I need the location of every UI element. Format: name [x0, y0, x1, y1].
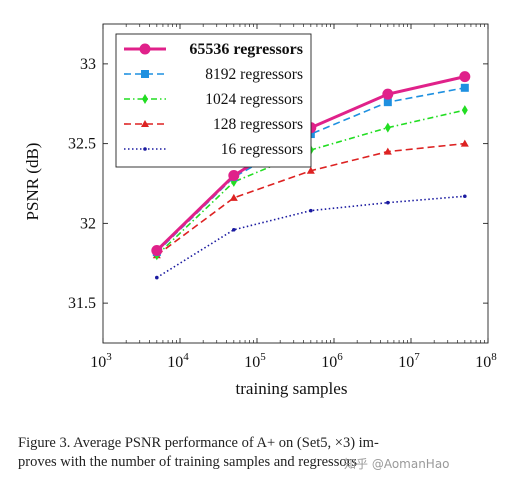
data-point: [306, 166, 315, 174]
legend: 65536 regressors 8192 regressors 1024 regr…: [115, 33, 312, 168]
legend-label: 65536 regressors: [189, 41, 303, 58]
data-point: [151, 244, 163, 256]
legend-label: 8192 regressors: [205, 66, 303, 83]
series-4: [155, 194, 467, 280]
data-point: [309, 208, 313, 213]
watermark: 知乎 @AomanHao: [344, 457, 450, 471]
data-point: [461, 105, 468, 116]
data-point: [139, 43, 151, 55]
legend-label: 128 regressors: [213, 116, 303, 133]
y-tick-label: 33: [80, 56, 96, 73]
legend-item-2: 1024 regressors: [124, 91, 303, 108]
plot-frame: [102, 23, 489, 344]
data-point: [141, 120, 149, 127]
caption-line-2: proves with the number of training sampl…: [18, 454, 358, 470]
y-tick-label: 31.5: [68, 295, 96, 312]
x-axis-title: training samples: [236, 379, 348, 398]
data-point: [463, 194, 467, 199]
figure-caption: Figure 3. Average PSNR performance of A+…: [18, 434, 500, 472]
data-point: [460, 83, 469, 92]
caption-line-1: Figure 3. Average PSNR performance of A+…: [18, 435, 379, 451]
data-point: [232, 227, 236, 232]
data-point: [384, 122, 391, 133]
data-point: [383, 98, 392, 107]
y-tick-label: 32.5: [68, 136, 96, 153]
axes: 103 104 105 106 107 108 31.5 32 32.5 33 training s…: [23, 24, 497, 398]
data-point: [460, 139, 469, 147]
data-point: [143, 147, 147, 151]
legend-box: [115, 33, 312, 168]
plot-area: [102, 23, 489, 344]
legend-item-3: 128 regressors: [124, 116, 303, 133]
data-point: [229, 193, 238, 201]
legend-label: 16 regressors: [221, 141, 303, 158]
data-point: [155, 275, 159, 280]
legend-label: 1024 regressors: [205, 91, 303, 108]
data-point: [383, 147, 392, 155]
data-point: [141, 70, 149, 78]
x-tick-label: 105: [244, 351, 266, 371]
x-tick-label: 104: [167, 351, 189, 371]
x-tick-label: 103: [90, 351, 112, 371]
data-point: [228, 170, 240, 182]
psnr-line-chart: 103 104 105 106 107 108 31.5 32 32.5 33 training s…: [23, 23, 497, 398]
legend-item-0: 65536 regressors: [124, 41, 303, 58]
data-point: [459, 71, 471, 83]
x-tick-label: 107: [398, 351, 420, 371]
data-point: [386, 200, 390, 205]
y-tick-label: 32: [80, 215, 96, 232]
legend-item-1: 8192 regressors: [124, 66, 303, 83]
data-point: [382, 88, 394, 100]
x-tick-label: 108: [475, 351, 497, 371]
data-point: [142, 94, 148, 104]
legend-item-4: 16 regressors: [124, 141, 303, 158]
series-line: [156, 195, 465, 279]
x-tick-label: 106: [321, 351, 343, 371]
y-axis-title: PSNR (dB): [23, 143, 42, 221]
